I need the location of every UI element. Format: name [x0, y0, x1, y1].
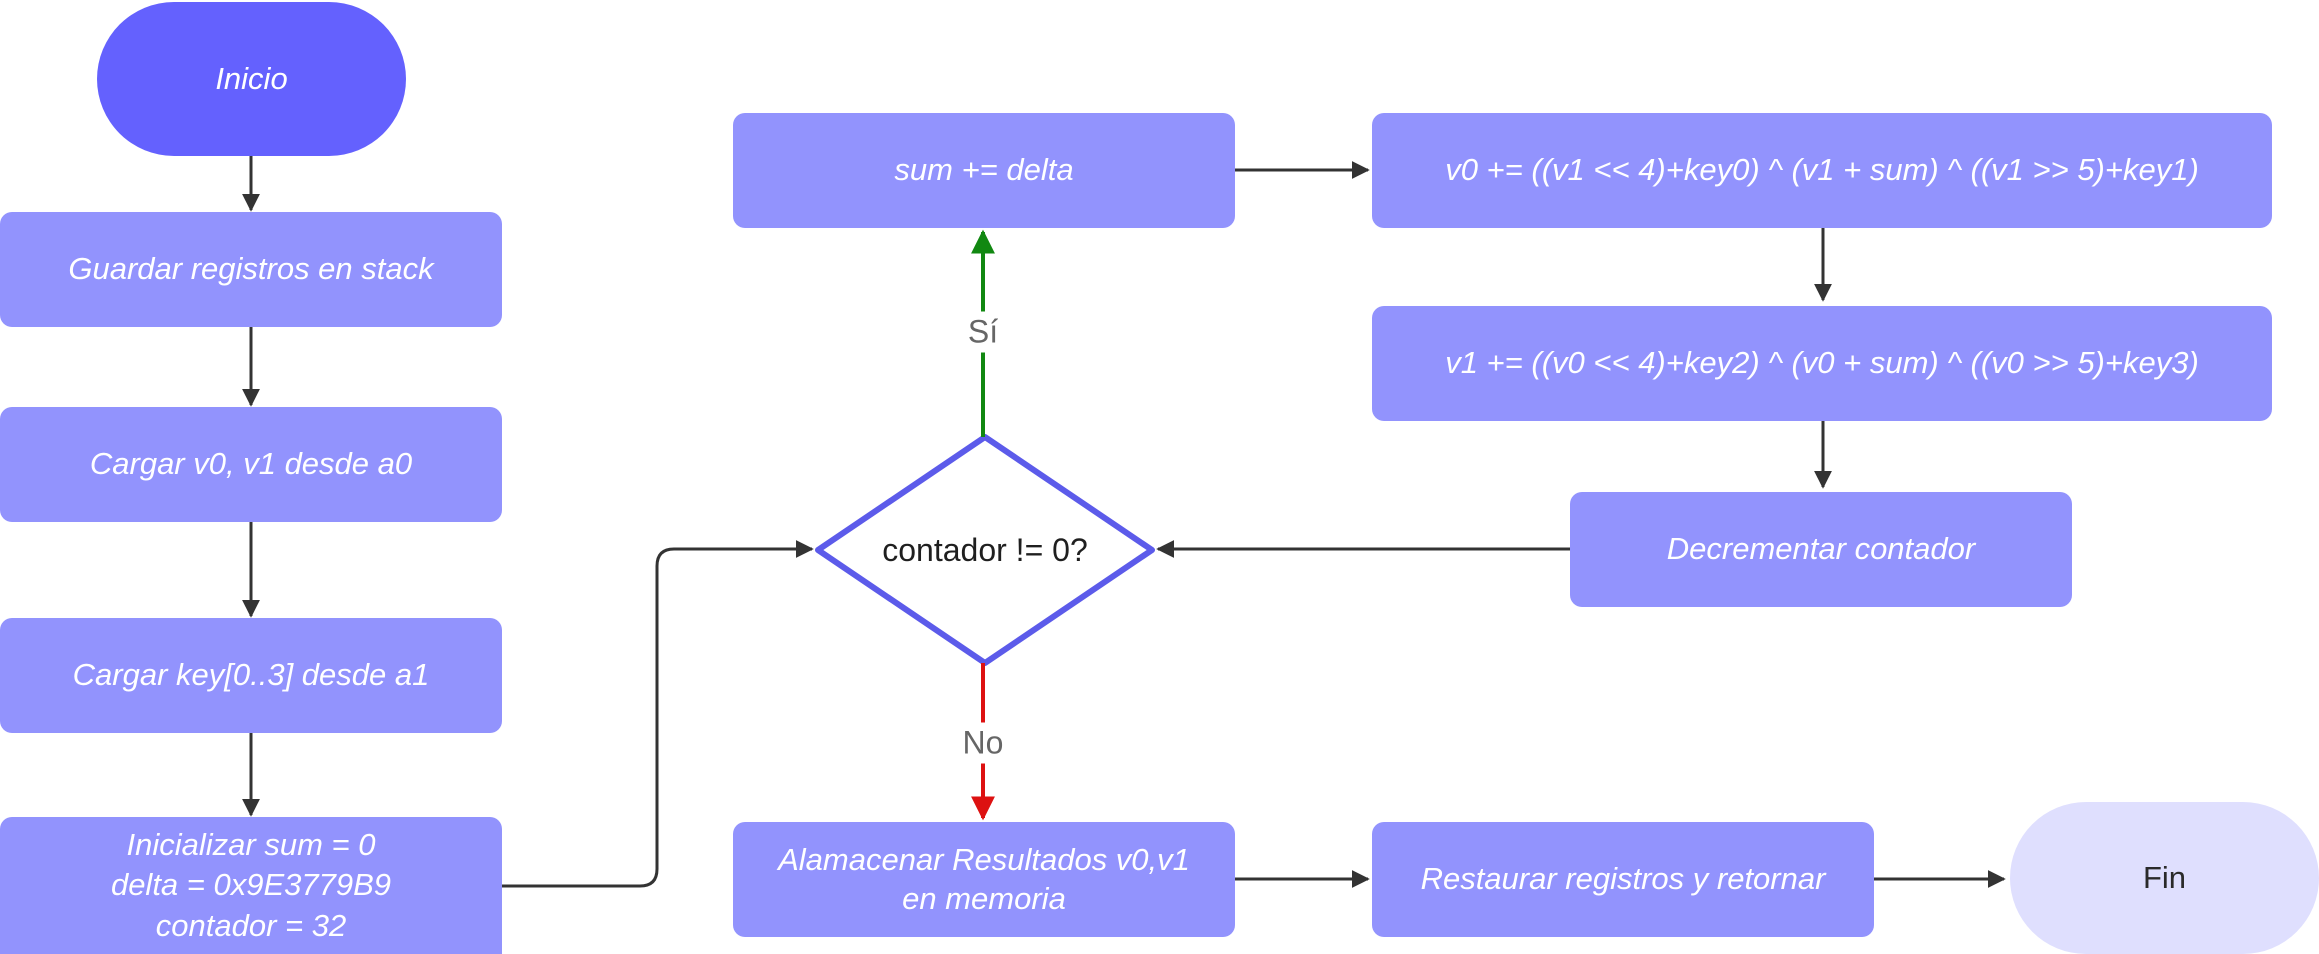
store-results-line-2: en memoria — [902, 880, 1066, 916]
start-node: Inicio — [97, 2, 406, 156]
save-registers-node: Guardar registros en stack — [0, 212, 502, 327]
restore-node: Restaurar registros y retornar — [1372, 822, 1874, 937]
end-node: Fin — [2010, 802, 2319, 954]
init-line-counter: contador = 32 — [155, 907, 347, 943]
load-v-node: Cargar v0, v1 desde a0 — [0, 407, 502, 522]
store-results-line-1: Alamacenar Resultados v0,v1 — [778, 841, 1190, 877]
init-node: Inicializar sum = 0 delta = 0x9E3779B9 c… — [0, 817, 502, 954]
edge-label-no: No — [958, 722, 1008, 764]
edge-label-yes: Sí — [963, 311, 1003, 353]
v0-update-node: v0 += ((v1 << 4)+key0) ^ (v1 + sum) ^ ((… — [1372, 113, 2272, 228]
store-results-node: Alamacenar Resultados v0,v1 en memoria — [733, 822, 1235, 937]
load-key-node: Cargar key[0..3] desde a1 — [0, 618, 502, 733]
v1-update-node: v1 += ((v0 << 4)+key2) ^ (v0 + sum) ^ ((… — [1372, 306, 2272, 421]
edge-init-to-decision — [502, 540, 814, 888]
sum-delta-node: sum += delta — [733, 113, 1235, 228]
decrement-node: Decrementar contador — [1570, 492, 2072, 607]
init-line-delta: delta = 0x9E3779B9 — [110, 867, 392, 903]
decision-label: contador != 0? — [882, 531, 1088, 568]
init-line-sum: Inicializar sum = 0 — [126, 827, 376, 863]
